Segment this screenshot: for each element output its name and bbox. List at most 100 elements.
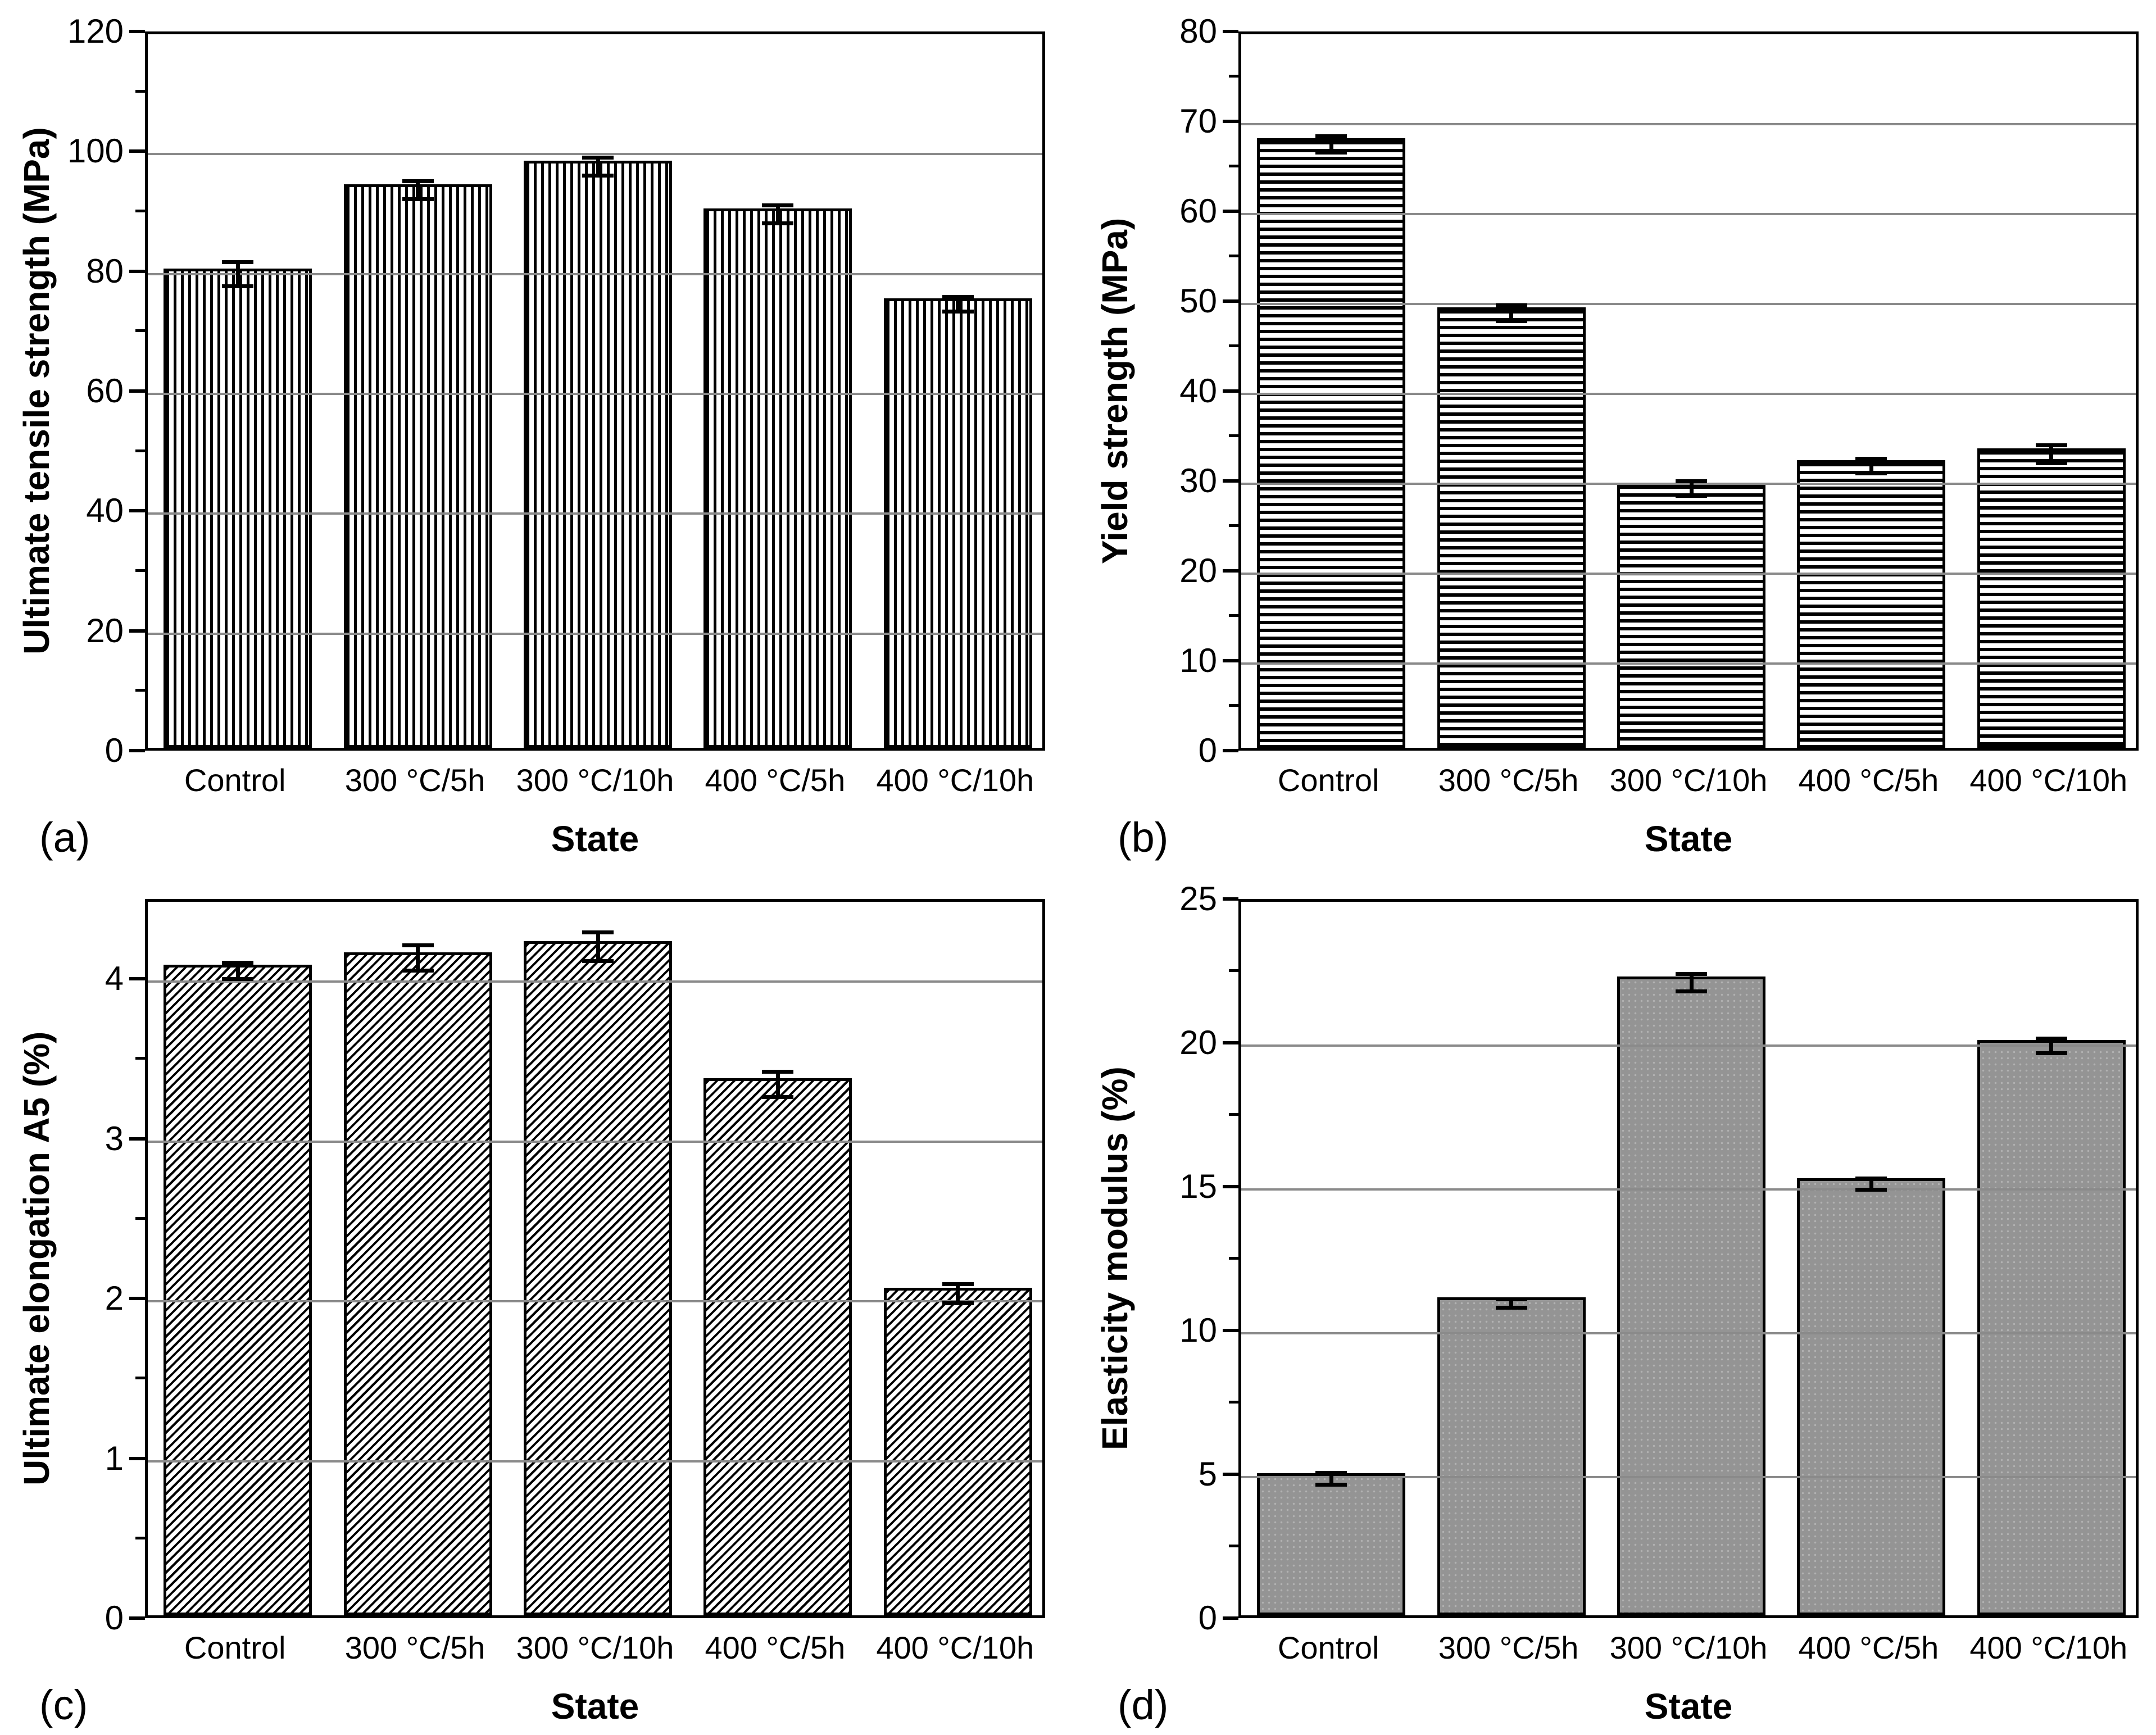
error-bar-cap-bottom — [942, 1301, 974, 1305]
error-bar-stem — [1509, 305, 1514, 321]
error-bar-cap-top — [402, 943, 434, 947]
gridline-60 — [1241, 213, 2136, 215]
x-category-label: Control — [184, 1630, 286, 1665]
y-minor-tick — [135, 569, 145, 572]
y-major-tick — [1223, 1616, 1238, 1620]
y-major-tick — [129, 1297, 145, 1301]
x-axis-title: State — [1644, 819, 1733, 859]
x-category-label: 400 °C/5h — [1798, 762, 1939, 798]
y-major-tick — [1223, 1185, 1238, 1188]
x-category-label: 400 °C/5h — [1798, 1630, 1939, 1665]
bar-2 — [343, 184, 492, 748]
y-tick-label: 4 — [105, 960, 124, 998]
error-bar-cap-top — [1495, 303, 1527, 307]
error-bar-cap-bottom — [762, 221, 794, 225]
error-bar-cap-top — [2035, 443, 2067, 448]
y-minor-tick — [1229, 344, 1238, 347]
y-minor-tick — [1229, 1257, 1238, 1260]
y-tick-label: 3 — [105, 1119, 124, 1157]
bar-4 — [1797, 460, 1946, 748]
bar-5 — [883, 298, 1032, 748]
bar-5 — [1977, 1040, 2126, 1615]
y-tick-label: 40 — [1179, 372, 1217, 410]
y-tick-label: 0 — [1198, 1599, 1217, 1637]
y-axis-title: Elasticity modulus (%) — [1095, 1066, 1135, 1451]
y-minor-tick — [135, 1057, 145, 1060]
gridline-30 — [1241, 483, 2136, 485]
bar-4 — [1797, 1178, 1946, 1615]
error-bar-cap-top — [942, 1282, 974, 1286]
bar-3 — [1617, 483, 1765, 748]
y-minor-tick — [1229, 1545, 1238, 1547]
y-tick-label: 15 — [1179, 1168, 1217, 1205]
bar-4 — [703, 1078, 852, 1615]
error-bar-stem — [596, 157, 600, 175]
y-tick-label: 1 — [105, 1439, 124, 1477]
y-major-tick — [129, 977, 145, 981]
y-tick-label: 20 — [1179, 552, 1217, 589]
plot-area — [145, 31, 1045, 751]
y-major-tick — [129, 1456, 145, 1460]
y-major-tick — [1223, 210, 1238, 213]
x-category-label: 400 °C/10h — [1969, 762, 2128, 798]
error-bar-cap-bottom — [222, 284, 254, 288]
y-major-tick — [1223, 569, 1238, 573]
gridline-50 — [1241, 303, 2136, 305]
error-bar-stem — [416, 944, 420, 971]
error-bar-stem — [1869, 1178, 1873, 1189]
x-category-label: Control — [184, 762, 286, 798]
error-bar-stem — [2049, 1038, 2054, 1053]
y-major-tick — [129, 509, 145, 513]
error-bar-cap-bottom — [582, 959, 614, 964]
panel-letter: (b) — [1118, 814, 1169, 861]
error-bar-cap-bottom — [2035, 1051, 2067, 1055]
bar-1 — [1257, 1473, 1406, 1615]
gridline-3 — [148, 1140, 1042, 1143]
y-minor-tick — [135, 1216, 145, 1220]
y-tick-label: 50 — [1179, 282, 1217, 320]
error-bar-cap-bottom — [402, 969, 434, 973]
x-axis-title: State — [551, 1686, 639, 1727]
y-tick-label: 40 — [86, 492, 124, 530]
y-tick-label: 20 — [86, 611, 124, 650]
gridline-100 — [148, 153, 1042, 156]
bar-2 — [343, 952, 492, 1615]
bar-4 — [703, 208, 852, 748]
x-category-label: 300 °C/10h — [1609, 1630, 1768, 1665]
y-minor-tick — [1229, 75, 1238, 78]
error-bar-cap-bottom — [2035, 461, 2067, 466]
panel-c: Ultimate elongation A5 (%) 0 1 2 3 4 Control 30… — [0, 868, 1078, 1735]
y-major-tick — [1223, 659, 1238, 662]
plot-area — [1238, 899, 2139, 1618]
bar-2 — [1437, 1297, 1586, 1615]
x-category-label: Control — [1277, 1630, 1379, 1665]
y-minor-tick — [135, 89, 145, 93]
error-bar-stem — [416, 181, 420, 199]
panel-letter: (c) — [39, 1682, 88, 1728]
y-major-tick — [129, 1616, 145, 1620]
y-tick-label: 60 — [86, 372, 124, 410]
error-bar-cap-top — [1495, 1297, 1527, 1301]
error-bar-cap-bottom — [1855, 1188, 1887, 1192]
y-minor-tick — [1229, 1401, 1238, 1404]
error-bar-cap-top — [402, 179, 434, 184]
gridline-70 — [1241, 123, 2136, 125]
gridline-15 — [1241, 1188, 2136, 1191]
error-bar-cap-top — [1855, 457, 1887, 461]
error-bar-cap-bottom — [222, 976, 254, 981]
error-bar-cap-top — [582, 930, 614, 935]
y-tick-label: 20 — [1179, 1024, 1217, 1061]
gridline-4 — [148, 980, 1042, 983]
y-major-tick — [129, 149, 145, 153]
y-major-tick — [129, 1137, 145, 1141]
error-bar-cap-bottom — [1495, 319, 1527, 324]
error-bar-stem — [1869, 458, 1873, 473]
gridline-60 — [148, 393, 1042, 395]
y-major-tick — [129, 30, 145, 33]
error-bar-cap-bottom — [1855, 471, 1887, 475]
y-major-tick — [1223, 479, 1238, 483]
plot-area — [145, 899, 1045, 1618]
error-bar-stem — [1329, 1473, 1333, 1484]
gridline-2 — [148, 1300, 1042, 1303]
error-bar-cap-top — [942, 295, 974, 299]
